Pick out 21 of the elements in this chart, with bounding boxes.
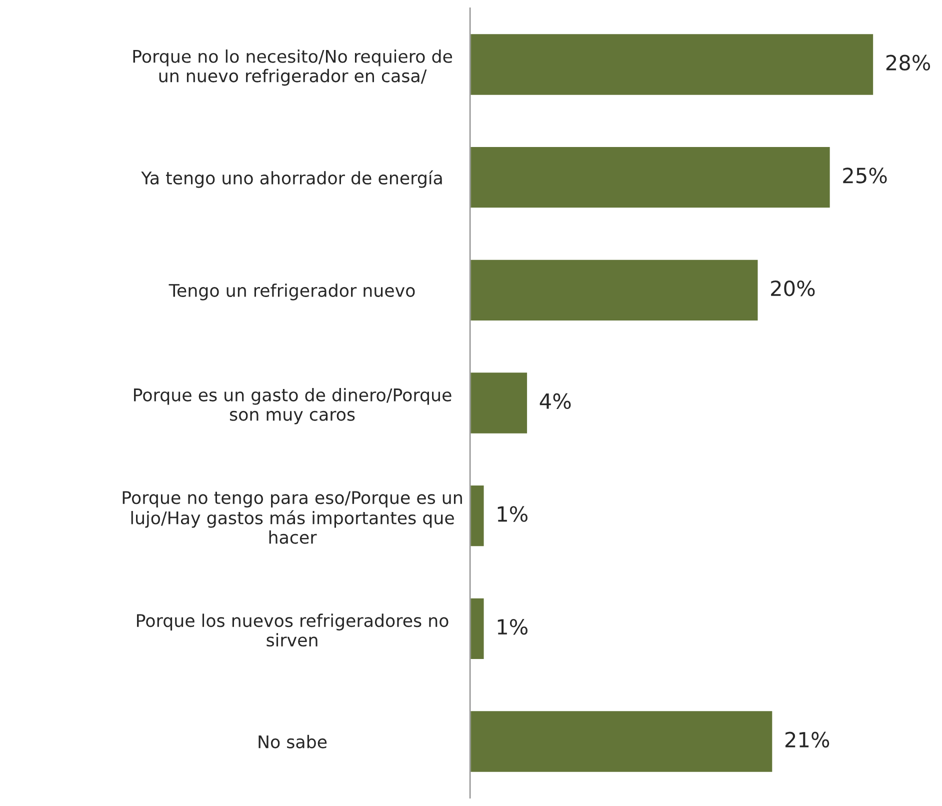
y-tick-label: Tengo un refrigerador nuevo [168,284,415,300]
data-label: 21% [785,732,830,748]
data-label: 1% [498,506,528,522]
data-label: 4% [540,393,571,410]
data-label: 28% [886,54,930,71]
y-tick-label: Porque es un gasto de dinero/Porque son muy caros [134,388,452,424]
data-label: 25% [843,168,887,184]
bar [470,484,486,548]
y-tick-label: Porque no tengo para eso/Porque es un lujo/Hay gastos más importantes que hacer [122,491,462,544]
bar [470,710,774,774]
bar [470,258,760,322]
bar [470,596,486,660]
bar [470,371,528,435]
y-tick-label: Porque no lo necesito/No requiero de un nuevo refrigerador en casa/ [133,49,452,86]
bar [470,32,874,96]
data-label: 1% [498,618,528,635]
y-tick-label: No sabe [258,734,327,748]
y-tick-label: Porque los nuevos refrigeradores no sirven [137,614,448,647]
y-tick-label: Ya tengo uno ahorrador de energía [141,170,442,188]
bar [470,146,832,210]
data-label: 20% [771,280,815,296]
